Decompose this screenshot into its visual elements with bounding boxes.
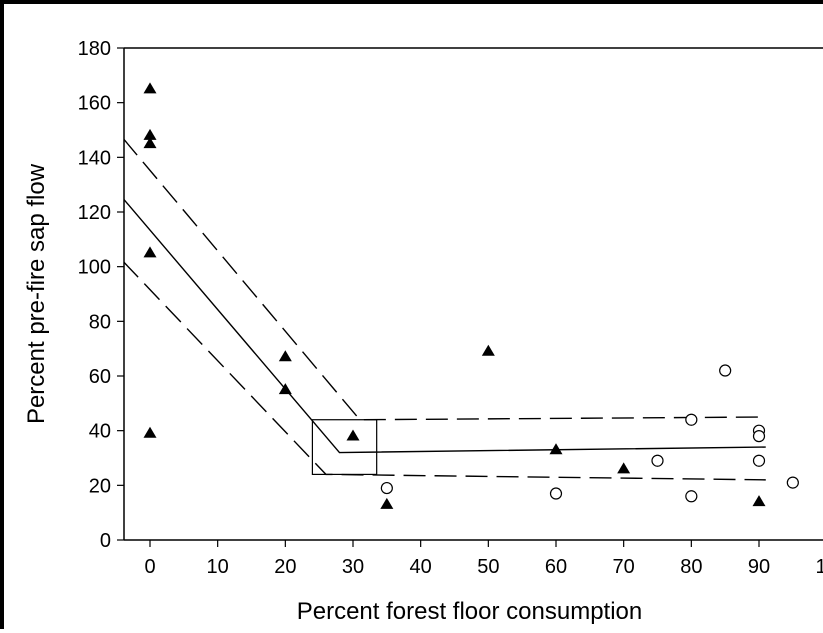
circle-point [380, 481, 393, 495]
circle-point [549, 487, 563, 500]
circle-point [719, 364, 732, 377]
triangle-point [143, 426, 157, 438]
circle-point [685, 413, 698, 426]
triangle-point [278, 350, 292, 362]
circle-point [786, 476, 799, 489]
x-tick-label: 60 [545, 556, 567, 578]
circle-point [685, 490, 698, 503]
x-tick-label: 30 [342, 556, 364, 578]
x-tick-label: 70 [613, 556, 635, 578]
triangle-point [481, 344, 495, 356]
y-tick-label: 60 [89, 366, 111, 388]
annotation-box-layer [311, 419, 378, 476]
x-tick-label: 50 [477, 556, 499, 578]
fit-lines [124, 138, 766, 481]
plot-frame [123, 47, 823, 541]
x-tick-label: 20 [274, 556, 296, 578]
fit-line [124, 198, 766, 454]
x-tick-label: 90 [748, 556, 770, 578]
y-tick-label: 20 [89, 475, 111, 497]
confidence-band-line [124, 138, 766, 421]
y-axis-ticks: 0 20 40 60 80 100 120 140 160 180 [78, 38, 124, 552]
circle-point [752, 430, 766, 443]
triangle-point [143, 137, 157, 149]
triangle-point [143, 128, 157, 140]
y-axis-label: Percent pre-fire sap flow [23, 163, 50, 424]
confidence-band-line [124, 261, 766, 481]
y-tick-label: 100 [78, 257, 111, 279]
circle-point [651, 454, 664, 467]
x-axis-label: Percent forest floor consumption [297, 598, 643, 625]
x-tick-label: 80 [680, 556, 702, 578]
triangle-point [380, 497, 394, 509]
y-tick-label: 140 [78, 147, 111, 169]
y-tick-label: 160 [78, 93, 111, 115]
x-tick-label: 10 [207, 556, 229, 578]
y-tick-label: 40 [89, 421, 111, 443]
triangle-point [278, 383, 292, 395]
breakpoint-box [311, 419, 378, 476]
x-tick-label: 10 [816, 556, 823, 578]
triangle-point [752, 495, 766, 507]
x-tick-label: 40 [410, 556, 432, 578]
y-tick-label: 0 [100, 530, 111, 552]
triangle-point [346, 429, 360, 441]
y-tick-label: 180 [78, 38, 111, 60]
triangle-point [617, 462, 631, 474]
triangle-point [143, 82, 157, 94]
x-axis-ticks: 0 10 20 30 40 50 60 70 80 90 10 [144, 540, 823, 578]
triangle-point [143, 246, 157, 258]
x-tick-label: 0 [144, 556, 155, 578]
circle-point [752, 454, 766, 467]
triangle-point [549, 443, 563, 455]
y-tick-label: 80 [89, 311, 111, 333]
data-points [143, 82, 799, 509]
y-tick-label: 120 [78, 202, 111, 224]
